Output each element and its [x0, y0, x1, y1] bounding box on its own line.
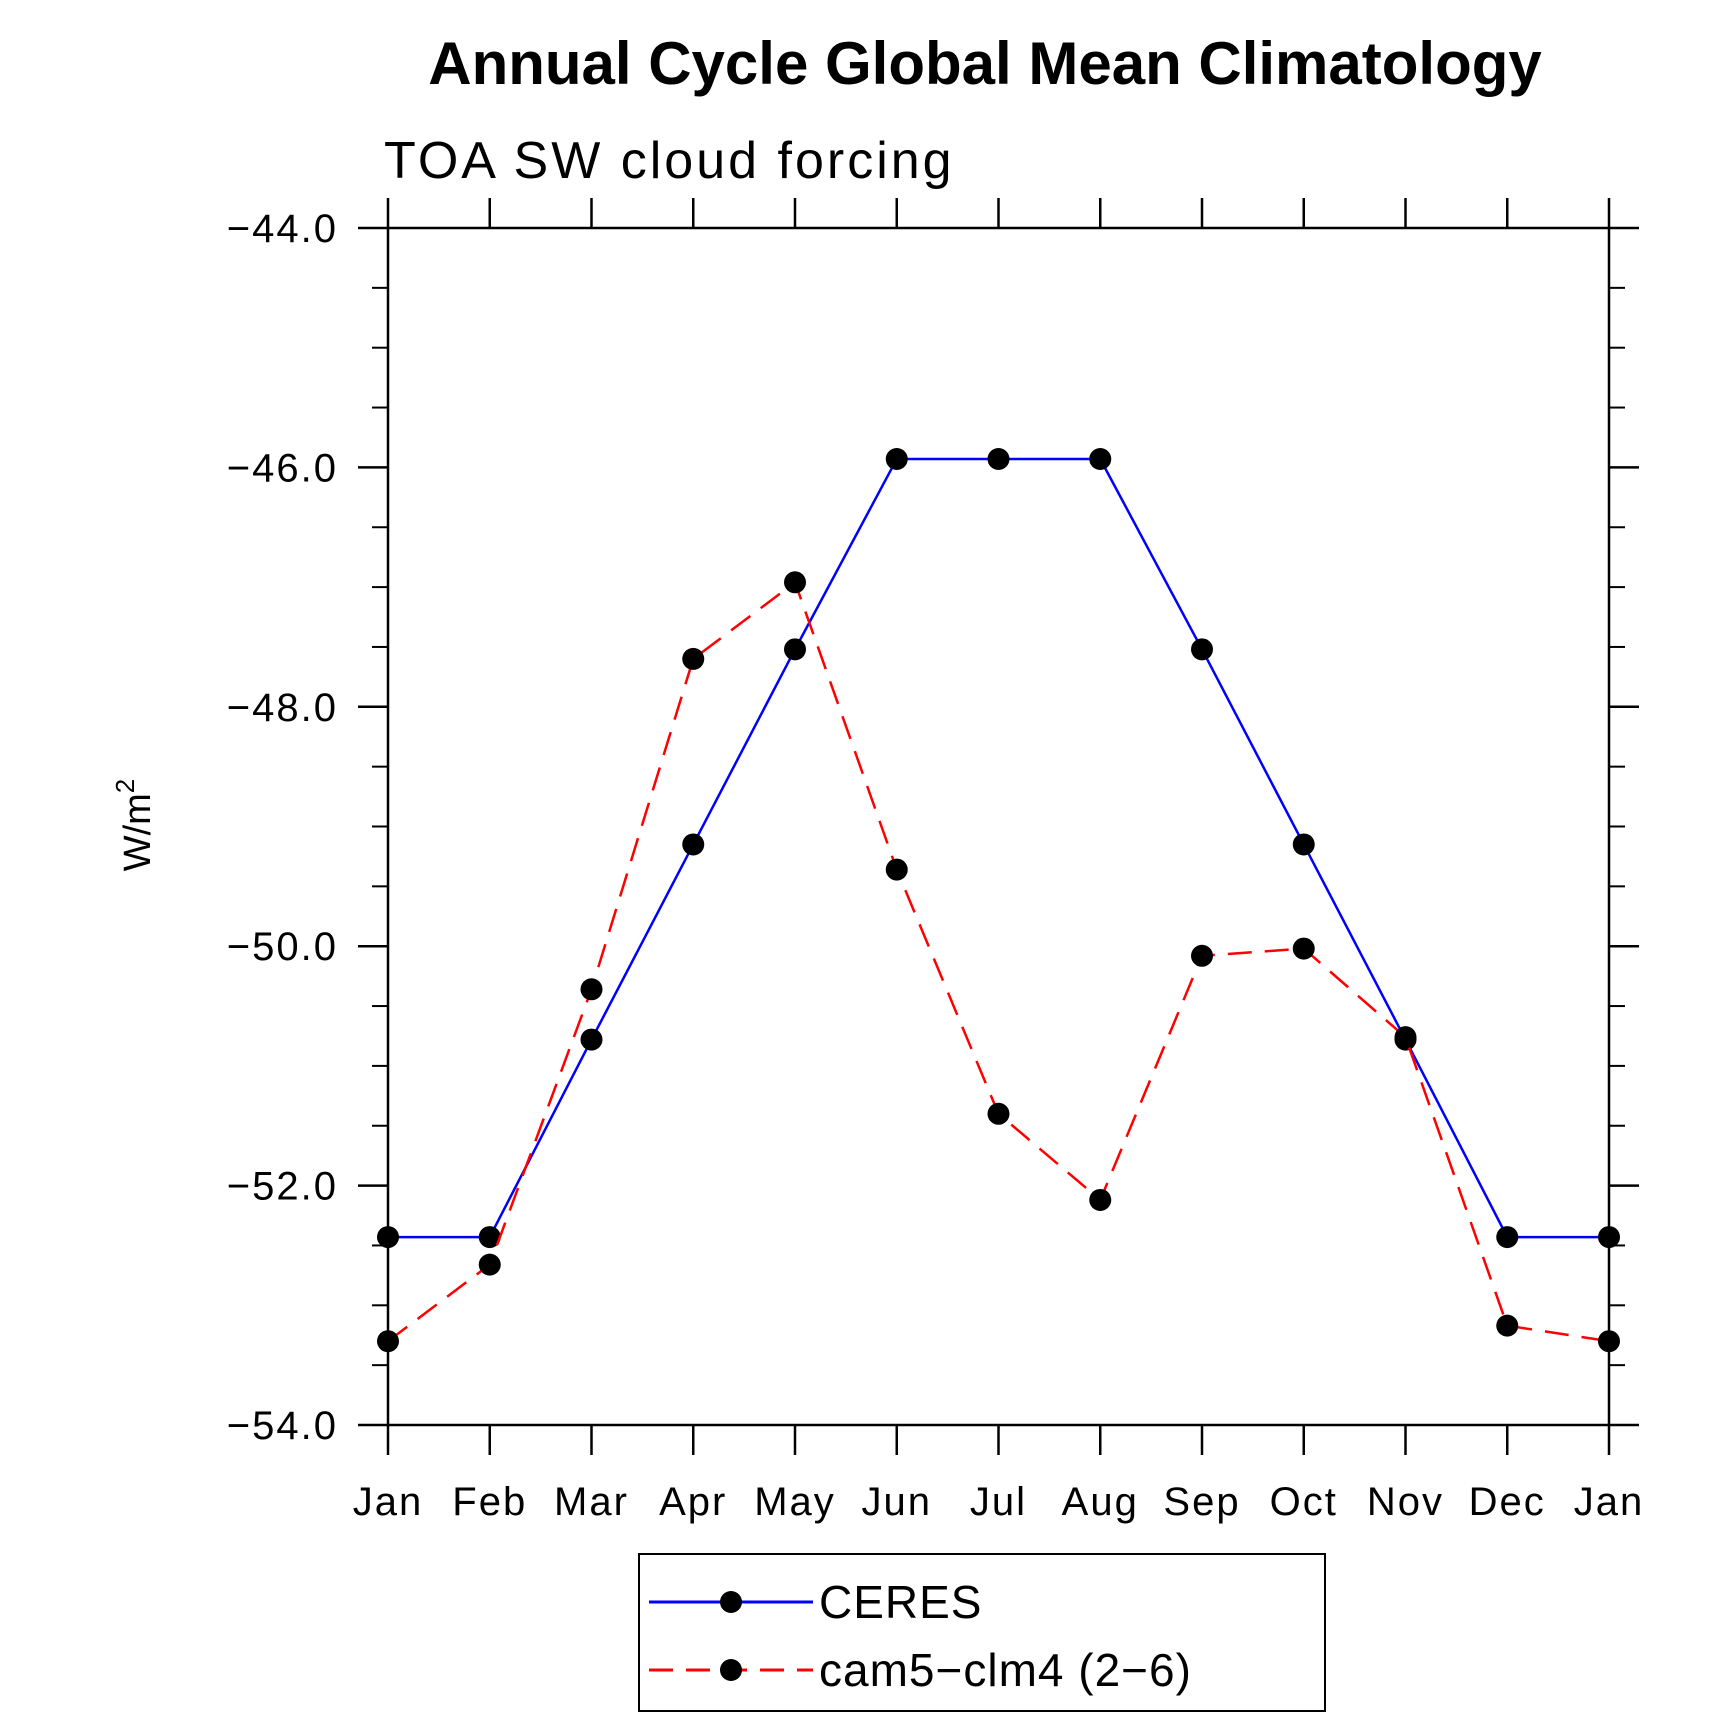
- data-point-series-0: [1598, 1226, 1620, 1249]
- x-tick-label: Oct: [1270, 1480, 1338, 1524]
- data-point-series-1: [478, 1253, 501, 1276]
- data-point-series-0: [1089, 448, 1112, 471]
- y-tick-label: −50.0: [227, 925, 338, 969]
- data-point-series-1: [1191, 944, 1213, 967]
- legend-marker-cam5-clm4: [720, 1659, 742, 1681]
- data-point-series-1: [682, 647, 705, 670]
- y-axis-label: W/m2: [110, 779, 159, 872]
- data-point-series-1: [1598, 1330, 1620, 1353]
- data-point-series-0: [1292, 833, 1315, 856]
- legend-marker-ceres: [720, 1591, 742, 1613]
- y-tick-label: −54.0: [227, 1404, 338, 1448]
- x-tick-label: Jun: [862, 1480, 933, 1524]
- x-tick-label: May: [754, 1480, 836, 1524]
- x-tick-label: Dec: [1469, 1480, 1546, 1524]
- y-tick-label: −44.0: [227, 207, 338, 251]
- x-tick-label: Nov: [1367, 1480, 1444, 1524]
- legend-label-ceres: CERES: [819, 1576, 982, 1628]
- data-point-series-0: [987, 448, 1010, 471]
- data-point-series-1: [1394, 1026, 1417, 1049]
- legend-box: [638, 1553, 1326, 1712]
- x-tick-label: Jan: [353, 1480, 424, 1524]
- x-axis: Jan Feb Mar Apr May Jun Jul Aug Sep Oct Nov Dec Jan: [353, 198, 1645, 1524]
- y-axis-label-unit: W/m: [117, 793, 159, 871]
- data-point-series-0: [1191, 638, 1213, 661]
- legend-label-cam5-clm4: cam5−clm4 (2−6): [819, 1644, 1192, 1696]
- plot-border: [386, 226, 1611, 1427]
- x-tick-label: Jan: [1574, 1480, 1645, 1524]
- series-layer: [377, 448, 1620, 1353]
- chart-title: Annual Cycle Global Mean Climatology: [428, 30, 1542, 97]
- data-point-series-0: [682, 833, 705, 856]
- y-tick-label: −52.0: [227, 1165, 338, 1209]
- data-point-series-0: [478, 1226, 501, 1249]
- x-tick-label: Aug: [1062, 1480, 1139, 1524]
- data-point-series-0: [580, 1028, 603, 1051]
- data-point-series-1: [885, 858, 908, 881]
- data-point-series-0: [885, 448, 908, 471]
- data-point-series-1: [580, 978, 603, 1001]
- y-axis-label-superscript: 2: [110, 779, 140, 793]
- data-point-series-1: [1292, 937, 1315, 960]
- data-point-series-1: [377, 1330, 399, 1353]
- legend: CERES cam5−clm4 (2−6): [638, 1553, 1326, 1712]
- chart-subtitle: TOA SW cloud forcing: [384, 132, 955, 190]
- data-point-series-1: [987, 1102, 1010, 1125]
- data-point-series-0: [377, 1226, 399, 1249]
- data-point-series-0: [1496, 1226, 1519, 1249]
- x-tick-label: Sep: [1163, 1480, 1240, 1524]
- series-line-1: [387, 580, 1610, 1343]
- x-tick-label: Apr: [659, 1480, 727, 1524]
- y-tick-label: −46.0: [227, 446, 338, 490]
- y-tick-label: −48.0: [227, 686, 338, 730]
- x-tick-label: Jul: [970, 1480, 1027, 1524]
- x-tick-label: Mar: [554, 1480, 629, 1524]
- data-point-series-1: [784, 571, 806, 594]
- y-axis: −44.0 −46.0 −48.0 −50.0 −52.0 −54.0: [227, 207, 1639, 1448]
- x-tick-label: Feb: [452, 1480, 527, 1524]
- data-point-series-0: [784, 638, 806, 661]
- plot-frame: [386, 226, 1611, 1427]
- data-point-series-1: [1089, 1188, 1112, 1211]
- data-point-series-1: [1496, 1314, 1519, 1337]
